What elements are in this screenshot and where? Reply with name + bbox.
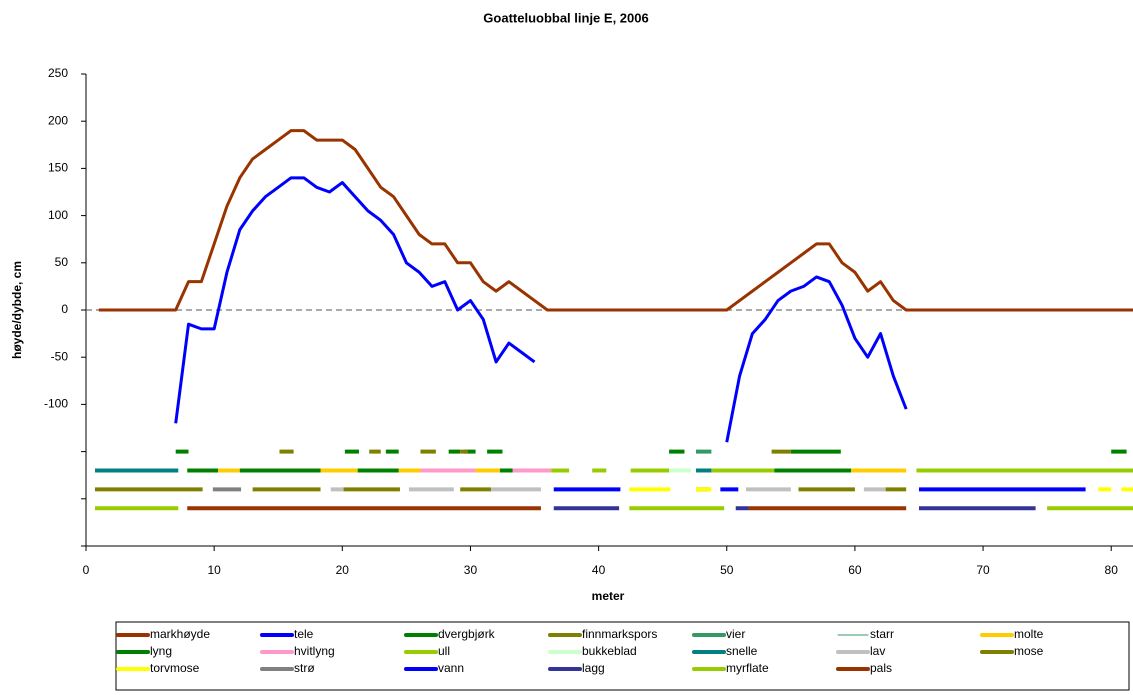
legend-label: bukkeblad [582,644,637,658]
y-tick-label: -50 [51,349,69,363]
legend-label: tele [294,627,314,641]
x-tick-label: 70 [976,563,990,577]
y-tick-label: 200 [48,113,68,127]
legend-label: ull [438,644,450,658]
legend-label: molte [1014,627,1044,641]
x-tick-label: 30 [464,563,478,577]
x-tick-label: 0 [83,563,90,577]
y-axis-label: høyde/dybde, cm [10,261,24,359]
chart-title: Goatteluobbal linje E, 2006 [483,10,648,25]
legend-label: lav [870,644,885,658]
legend-label: dvergbjørk [438,627,496,641]
legend-label: torvmose [150,661,200,675]
legend-label: starr [870,627,894,641]
x-tick-label: 50 [720,563,734,577]
x-tick-label: 80 [1105,563,1119,577]
legend-label: lyng [150,644,172,658]
legend-label: mose [1014,644,1044,658]
line-series [174,176,908,443]
legend-label: lagg [582,661,605,675]
x-tick-label: 20 [336,563,350,577]
plot-area [94,129,1133,511]
x-tick-label: 10 [207,563,221,577]
legend-label: markhøyde [150,627,210,641]
x-tick-label: 60 [848,563,862,577]
legend-label: finnmarkspors [582,627,657,641]
legend-label: snelle [726,644,758,658]
legend-label: strø [294,661,315,675]
legend-label: hvitlyng [294,644,335,658]
y-tick-label: 100 [48,208,68,222]
x-axis-label: meter [592,589,625,603]
y-tick-label: 0 [61,302,68,316]
legend-label: vier [726,627,745,641]
y-tick-label: 150 [48,161,68,175]
y-tick-label: -100 [44,397,68,411]
y-tick-label: 250 [48,66,68,80]
legend-label: vann [438,661,464,675]
legend-label: pals [870,661,892,675]
y-tick-label: 50 [55,255,69,269]
line-series [98,129,1133,312]
legend-label: myrflate [726,661,769,675]
x-tick-label: 40 [592,563,606,577]
